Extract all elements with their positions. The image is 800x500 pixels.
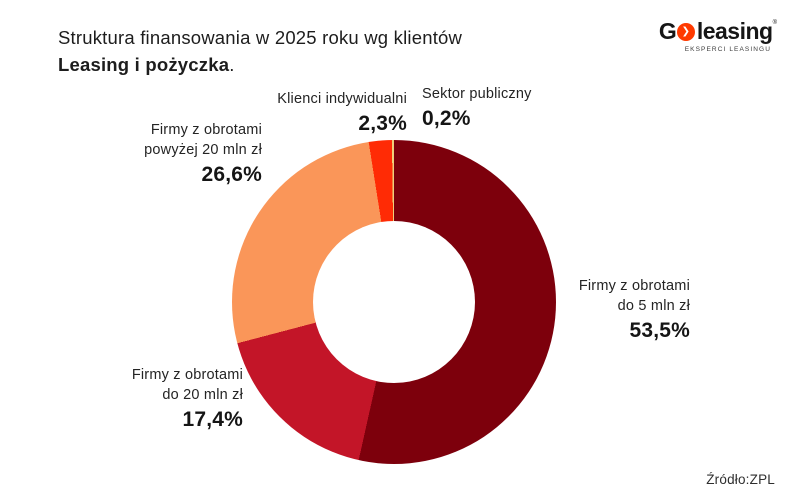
- callout-firmy-powyzej-20-mln: Firmy z obrotami powyżej 20 mln zł 26,6%: [144, 120, 262, 187]
- callout-label: Sektor publiczny: [422, 86, 532, 102]
- callout-label-line2: powyżej 20 mln zł: [144, 142, 262, 158]
- title-line2: Leasing i pożyczka: [58, 54, 230, 75]
- callout-sektor-publiczny: Sektor publiczny 0,2%: [422, 84, 532, 131]
- callout-value: 0,2%: [422, 107, 471, 130]
- callout-firmy-do-5-mln: Firmy z obrotami do 5 mln zł 53,5%: [579, 276, 690, 343]
- callout-label-line1: Firmy z obrotami: [150, 122, 262, 138]
- callout-value: 17,4%: [182, 408, 243, 431]
- logo-word-leasing: leasing: [696, 18, 773, 44]
- registered-mark-icon: ®: [772, 20, 777, 26]
- logo-tagline: EKSPERCI LEASINGU: [684, 46, 771, 53]
- donut-hole: [313, 221, 475, 383]
- callout-label-line1: Firmy z obrotami: [578, 278, 690, 294]
- callout-klienci-indywidualni: Klienci indywidualni 2,3%: [277, 89, 407, 136]
- callout-value: 26,6%: [201, 163, 262, 186]
- callout-label-line2: do 20 mln zł: [162, 387, 243, 403]
- source-note: Źródło:ZPL: [706, 472, 775, 487]
- callout-value: 53,5%: [629, 319, 690, 342]
- callout-label: Klienci indywidualni: [277, 91, 407, 107]
- go-leasing-logo: G ❯ leasing ® EKSPERCI LEASINGU: [659, 18, 777, 53]
- donut-chart: [232, 140, 556, 464]
- logo-wordmark: G ❯ leasing ®: [659, 18, 777, 45]
- title-line1: Struktura finansowania w 2025 roku wg kl…: [58, 27, 463, 48]
- page-title: Struktura finansowania w 2025 roku wg kl…: [58, 24, 462, 78]
- callout-value: 2,3%: [358, 112, 407, 135]
- chevron-right-icon: ❯: [676, 22, 695, 41]
- callout-firmy-do-20-mln: Firmy z obrotami do 20 mln zł 17,4%: [132, 365, 243, 432]
- title-period: .: [229, 54, 235, 75]
- callout-label-line2: do 5 mln zł: [617, 298, 690, 314]
- callout-label-line1: Firmy z obrotami: [131, 367, 243, 383]
- logo-letter-g: G: [658, 18, 677, 44]
